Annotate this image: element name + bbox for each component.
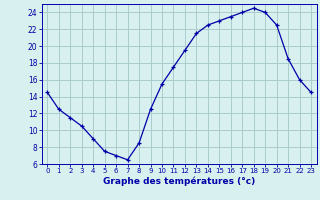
X-axis label: Graphe des températures (°c): Graphe des températures (°c) [103,177,255,186]
